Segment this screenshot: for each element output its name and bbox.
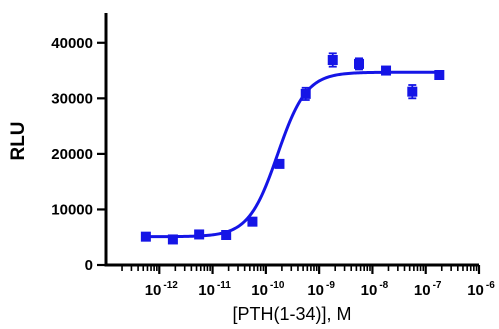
data-point — [327, 52, 338, 68]
x-ticks: 10 -12 10 -11 10 -10 10 -9 10 -8 10 -7 10 -6 — [121, 265, 495, 299]
y-tick-label: 0 — [85, 257, 93, 274]
data-point — [407, 84, 418, 100]
y-axis-label: RLU — [8, 121, 29, 160]
data-marker — [221, 230, 232, 240]
data-points — [140, 52, 445, 245]
data-marker — [381, 65, 392, 76]
data-marker — [194, 229, 205, 240]
data-point — [194, 229, 205, 240]
x-tick-label: 10 -6 — [467, 280, 495, 299]
x-tick-label: 10 -12 — [145, 280, 179, 299]
x-tick-label: 10 -8 — [361, 280, 389, 299]
x-tick-label: 10 -10 — [251, 280, 285, 299]
data-marker — [274, 158, 285, 169]
data-marker — [407, 86, 418, 97]
data-point — [221, 230, 232, 240]
y-tick-label: 10000 — [51, 201, 93, 218]
data-point — [140, 231, 151, 242]
x-tick-label: 10 -7 — [414, 280, 442, 299]
data-marker — [434, 70, 445, 80]
axes — [104, 13, 479, 267]
data-marker — [167, 234, 178, 245]
y-tick-label: 30000 — [51, 90, 93, 107]
x-tick-label: 10 -9 — [307, 280, 335, 299]
data-point — [274, 158, 285, 169]
data-marker — [247, 216, 258, 227]
data-marker — [327, 55, 338, 65]
data-point — [247, 216, 258, 227]
fit-curve-group — [145, 70, 440, 239]
data-point — [434, 70, 445, 80]
fit-curve — [145, 70, 440, 239]
data-point — [354, 57, 365, 71]
data-point — [381, 65, 392, 76]
y-tick-label: 40000 — [51, 35, 93, 52]
y-ticks: 0 10000 20000 30000 40000 — [51, 35, 106, 274]
x-tick-label: 10 -11 — [198, 280, 231, 299]
x-axis-label: [PTH(1-34)], M — [232, 304, 351, 324]
data-point — [167, 234, 178, 245]
data-marker — [300, 88, 311, 99]
data-marker — [354, 58, 365, 69]
y-tick-label: 20000 — [51, 146, 93, 163]
data-marker — [140, 231, 151, 242]
data-point — [300, 86, 311, 101]
